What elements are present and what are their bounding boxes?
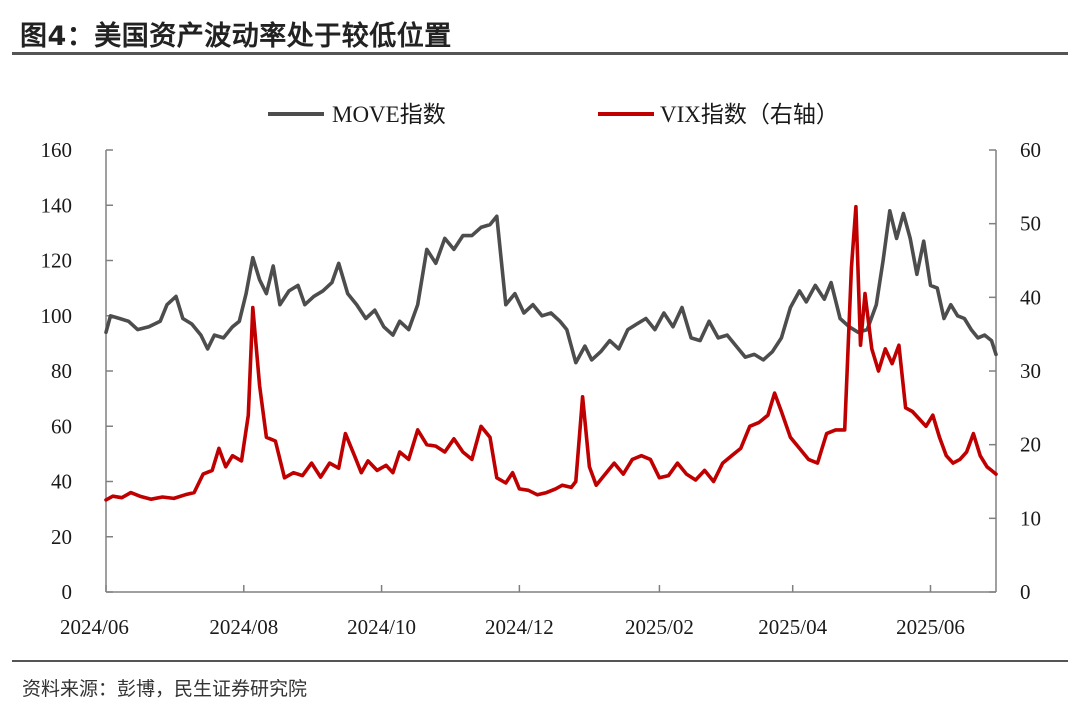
x-tick-label: 2025/02	[625, 615, 694, 639]
left-y-tick-label: 80	[51, 359, 72, 383]
series-layer	[104, 204, 998, 502]
right-y-tick-label: 10	[1020, 506, 1041, 530]
series-line-2	[104, 204, 998, 502]
series-line-1	[104, 209, 998, 365]
left-y-tick-label: 20	[51, 525, 72, 549]
left-y-tick-label: 140	[41, 193, 73, 217]
figure-title: 图4：美国资产波动率处于较低位置	[20, 21, 452, 52]
right-y-tick-label: 20	[1020, 433, 1041, 457]
legend-label: MOVE指数	[332, 102, 446, 127]
left-y-tick-label: 100	[41, 304, 73, 328]
right-y-tick-label: 50	[1020, 212, 1041, 236]
chart-axes: 0 20 40 60 80 100 120 140 160 0 10 20 30 40 50 60 2024/0…	[41, 138, 1042, 639]
right-y-tick-label: 0	[1020, 580, 1031, 604]
x-tick-label: 2024/06	[60, 615, 129, 639]
title-divider	[12, 52, 1068, 55]
x-tick-label: 2025/04	[758, 615, 827, 639]
left-y-tick-label: 160	[41, 138, 73, 162]
left-y-tick-label: 60	[51, 414, 72, 438]
legend: MOVE指数 VIX指数（右轴）	[268, 102, 839, 127]
right-y-tick-label: 30	[1020, 359, 1041, 383]
left-y-tick-label: 40	[51, 470, 72, 494]
left-y-tick-label: 0	[62, 580, 73, 604]
legend-label: VIX指数（右轴）	[660, 102, 839, 127]
x-tick-label: 2024/10	[347, 615, 416, 639]
x-tick-label: 2025/06	[896, 615, 965, 639]
x-tick-label: 2024/08	[209, 615, 278, 639]
right-y-tick-label: 60	[1020, 138, 1041, 162]
left-y-tick-label: 120	[41, 249, 73, 273]
source-note: 资料来源：彭博，民生证券研究院	[22, 678, 308, 700]
source-divider	[12, 660, 1068, 662]
right-y-tick-label: 40	[1020, 285, 1041, 309]
x-tick-label: 2024/12	[485, 615, 554, 639]
